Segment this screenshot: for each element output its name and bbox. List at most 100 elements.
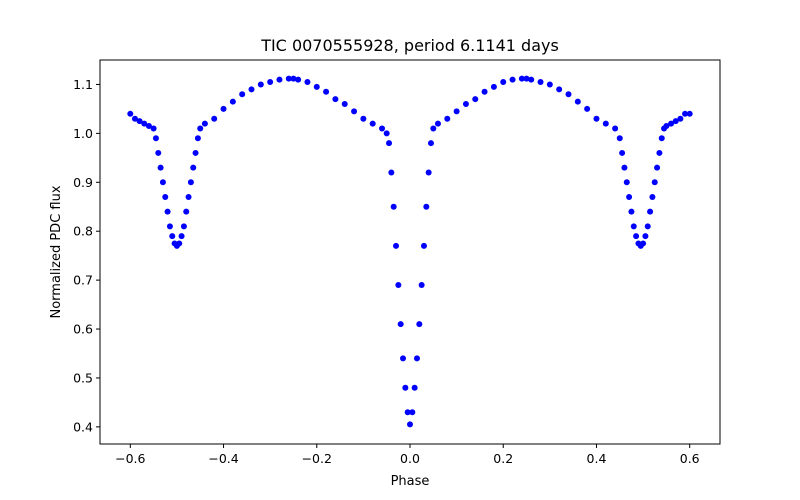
data-point [178, 233, 185, 240]
data-point [395, 282, 402, 289]
x-tick-label: −0.4 [208, 451, 238, 466]
data-point [211, 115, 218, 122]
data-point [187, 179, 194, 186]
data-point [295, 76, 302, 83]
data-point [248, 86, 255, 93]
data-point [304, 79, 311, 86]
y-tick-label: 1.0 [73, 126, 93, 141]
data-point [397, 321, 404, 328]
data-point [656, 149, 663, 156]
data-point [290, 75, 297, 82]
data-point [647, 208, 654, 215]
data-point [518, 75, 525, 82]
data-point [500, 79, 507, 86]
data-point [131, 115, 138, 122]
data-point [416, 321, 423, 328]
y-tick-label: 1.1 [73, 77, 93, 92]
data-point [166, 223, 173, 230]
x-tick-label: −0.6 [115, 451, 145, 466]
data-point [155, 149, 162, 156]
data-point [565, 91, 572, 98]
data-point [127, 110, 134, 117]
data-point [593, 115, 600, 122]
y-axis-label: Normalized PDC flux [49, 185, 64, 318]
data-point [623, 179, 630, 186]
data-point [136, 118, 143, 125]
data-point [169, 233, 176, 240]
data-point [418, 282, 425, 289]
data-point [393, 242, 400, 249]
data-point [420, 242, 427, 249]
data-point [157, 164, 164, 171]
data-point [413, 355, 420, 362]
data-point [423, 203, 430, 210]
data-point [239, 91, 246, 98]
chart-title: TIC 0070555928, period 6.1141 days [260, 36, 559, 55]
data-point [141, 120, 148, 127]
data-point [612, 125, 619, 132]
data-point [383, 130, 390, 137]
data-point [402, 384, 409, 391]
data-point [425, 169, 432, 176]
data-point [145, 123, 152, 130]
data-point [630, 223, 637, 230]
data-point [229, 98, 236, 105]
data-point [584, 105, 591, 112]
data-point [183, 208, 190, 215]
data-point [185, 193, 192, 200]
x-tick-label: 0.0 [400, 451, 420, 466]
data-point [619, 149, 626, 156]
data-point [528, 76, 535, 83]
data-point [180, 223, 187, 230]
data-point [323, 88, 330, 95]
data-point [197, 125, 204, 132]
data-point [390, 203, 397, 210]
data-point [654, 164, 661, 171]
data-point [644, 223, 651, 230]
data-point [537, 79, 544, 86]
data-point [453, 108, 460, 115]
data-point [686, 110, 693, 117]
data-point [407, 421, 413, 428]
data-point [633, 233, 640, 240]
data-point [194, 135, 201, 142]
data-point [663, 123, 670, 130]
data-point [682, 110, 689, 117]
y-tick-label: 0.4 [73, 419, 93, 434]
y-tick-label: 0.9 [73, 175, 93, 190]
data-point [546, 81, 553, 88]
data-point [602, 120, 609, 127]
y-axis-ticks: 0.4 0.5 0.6 0.7 0.8 0.9 1.0 1.1 [73, 77, 100, 434]
data-point [192, 149, 199, 156]
x-axis-ticks: −0.6 −0.4 −0.2 0.0 0.2 0.4 0.6 [115, 444, 700, 466]
data-point [379, 125, 386, 132]
y-tick-label: 0.6 [73, 322, 93, 337]
data-point [677, 115, 684, 122]
data-point [649, 193, 656, 200]
x-tick-label: 0.2 [493, 451, 513, 466]
data-point [658, 135, 665, 142]
data-point [332, 96, 339, 103]
x-axis-label: Phase [391, 474, 430, 489]
data-point [556, 86, 563, 93]
data-point [427, 140, 434, 147]
data-point [369, 120, 376, 127]
y-tick-label: 0.8 [73, 224, 93, 239]
data-point [360, 115, 367, 122]
data-point [201, 120, 208, 127]
data-point [152, 135, 159, 142]
data-point [150, 125, 157, 132]
data-point [257, 81, 264, 88]
data-points [127, 75, 693, 428]
y-tick-label: 0.5 [73, 370, 93, 385]
data-point [220, 105, 227, 112]
data-point [509, 76, 516, 83]
data-point [351, 108, 358, 115]
data-point [616, 135, 623, 142]
data-point [162, 193, 169, 200]
data-point [409, 409, 416, 416]
data-point [472, 96, 479, 103]
data-point [672, 118, 679, 125]
data-point [434, 120, 441, 127]
